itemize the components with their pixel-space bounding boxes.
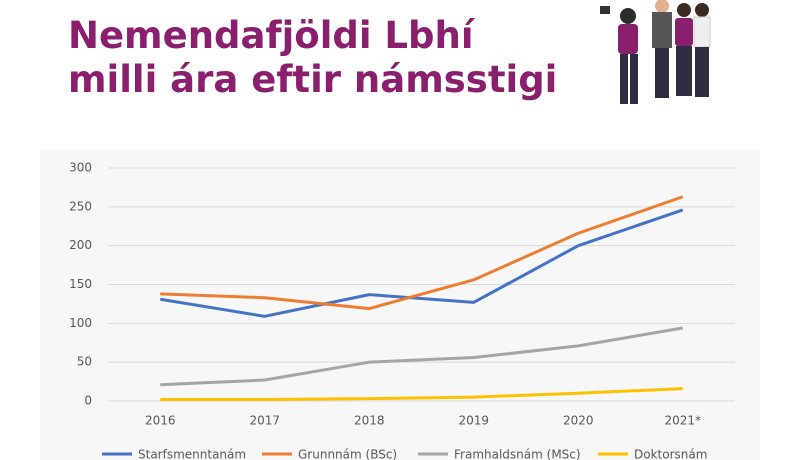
x-tick-label: 2018 bbox=[354, 414, 385, 428]
x-tick-label: 2019 bbox=[458, 414, 489, 428]
legend-label: Grunnnám (BSc) bbox=[298, 448, 397, 460]
x-tick-label: 2017 bbox=[249, 414, 280, 428]
y-tick-label: 250 bbox=[69, 199, 92, 213]
chart-title: milli ára eftir námsstigi bbox=[68, 58, 557, 101]
y-tick-label: 300 bbox=[69, 161, 92, 175]
series-line bbox=[160, 326, 684, 387]
series-line bbox=[160, 387, 683, 401]
plot-background bbox=[40, 150, 760, 460]
chart-title: Nemendafjöldi Lbhí bbox=[68, 14, 476, 57]
y-tick-label: 150 bbox=[69, 277, 92, 291]
y-tick-label: 50 bbox=[77, 355, 92, 369]
illustration bbox=[600, 0, 711, 104]
x-tick-label: 2020 bbox=[563, 414, 594, 428]
legend-label: Framhaldsnám (MSc) bbox=[454, 448, 581, 460]
legend-label: Doktorsnám bbox=[634, 448, 707, 460]
x-tick-label: 2021* bbox=[664, 414, 701, 428]
x-tick-label: 2016 bbox=[145, 414, 176, 428]
y-tick-label: 0 bbox=[84, 394, 92, 408]
series-line bbox=[160, 195, 684, 311]
y-tick-label: 200 bbox=[69, 238, 92, 252]
y-tick-label: 100 bbox=[69, 316, 92, 330]
series-line bbox=[160, 208, 684, 318]
legend-label: Starfsmenntanám bbox=[138, 448, 246, 460]
